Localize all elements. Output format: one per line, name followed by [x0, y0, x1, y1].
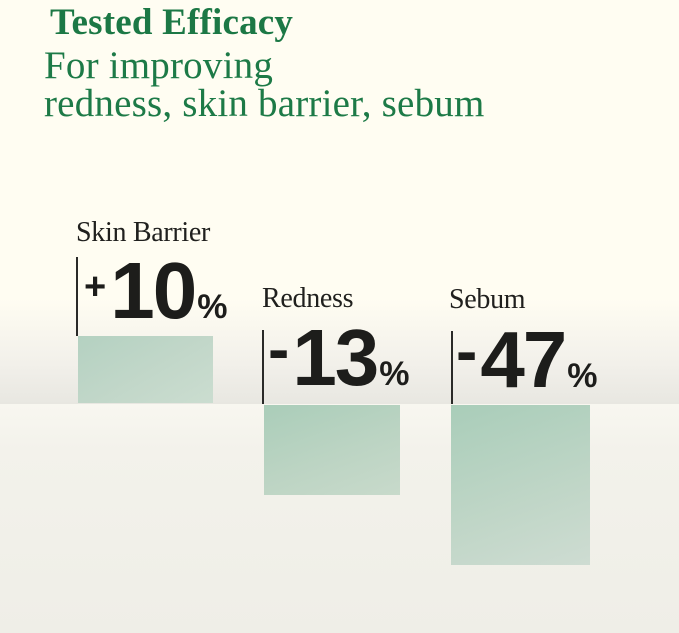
category-label-sebum: Sebum — [449, 284, 526, 315]
subtitle-line-2: redness, skin barrier, sebum — [44, 82, 485, 125]
value-number: 10 — [110, 246, 197, 335]
bar-skin-barrier — [78, 336, 213, 403]
page-title: Tested Efficacy — [50, 2, 294, 43]
category-label-redness: Redness — [262, 283, 354, 314]
percent-symbol: % — [567, 357, 598, 395]
percent-symbol: % — [379, 355, 410, 393]
minus-sign: - — [456, 315, 478, 387]
value-skin-barrier: +10% — [84, 251, 227, 331]
value-sebum: -47% — [456, 315, 598, 404]
bar-redness — [264, 405, 400, 495]
value-number: 13 — [292, 313, 379, 402]
category-label-skin-barrier: Skin Barrier — [76, 217, 211, 248]
percent-symbol: % — [197, 288, 228, 326]
subtitle-line-1: For improving — [44, 44, 274, 87]
value-redness: -13% — [268, 313, 410, 402]
axis-tick-sebum — [451, 331, 453, 404]
header: Tested Efficacy For improving redness, s… — [44, 2, 485, 123]
axis-tick-redness — [262, 330, 264, 404]
plus-sign: + — [84, 266, 107, 308]
bar-sebum — [451, 405, 590, 565]
axis-tick-skin-barrier — [76, 257, 78, 336]
value-number: 47 — [480, 315, 567, 404]
minus-sign: - — [268, 313, 290, 385]
